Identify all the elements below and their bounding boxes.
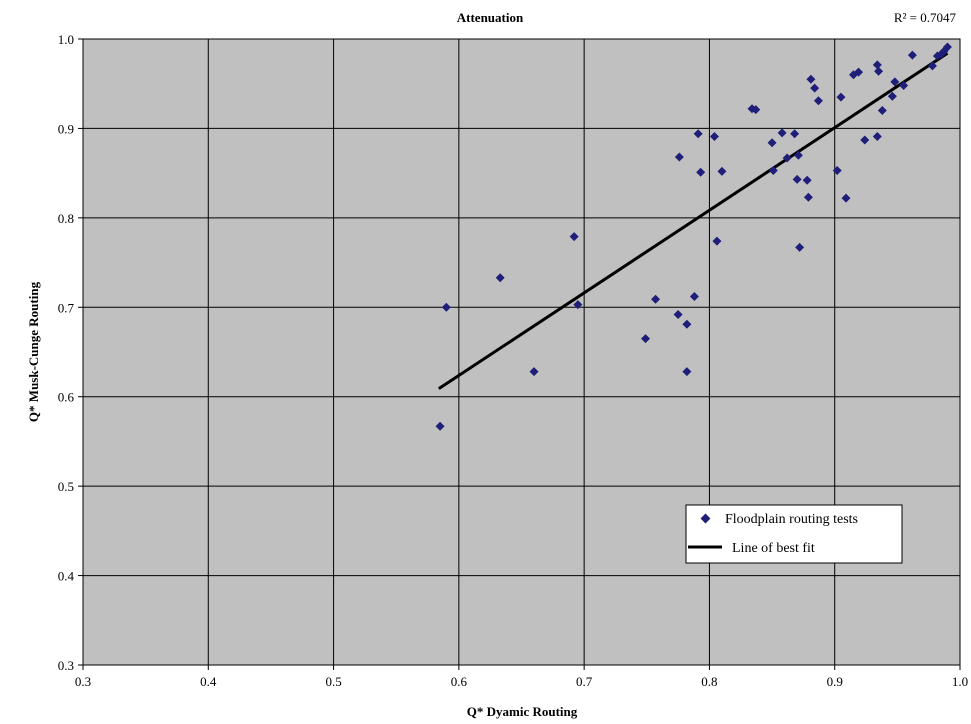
data-point [836,92,846,102]
y-tick-label: 0.4 [58,569,75,584]
legend-box [685,504,903,564]
x-tick-label: 0.4 [200,674,217,689]
data-point [793,150,803,160]
r-squared-label: R² = 0.7047 [894,10,957,25]
data-point [899,81,909,91]
data-point [441,302,451,312]
data-point [651,294,661,304]
x-axis-title: Q* Dyamic Routing [467,704,578,719]
y-tick-label: 0.9 [58,121,74,136]
legend: Floodplain routing tests Line of best fi… [685,504,903,564]
legend-label-floodplain: Floodplain routing tests [725,512,858,527]
data-point [682,367,692,377]
data-point [803,192,813,202]
data-point [877,106,887,116]
legend-marker-diamond [700,513,711,524]
y-tick-label: 0.6 [58,390,75,405]
data-point [777,128,787,138]
data-point [569,232,579,242]
data-point [854,67,864,77]
data-point [860,135,870,145]
fit-line-layer [437,52,949,390]
x-tick-label: 1.0 [952,674,968,689]
data-point [942,42,952,52]
data-point [641,334,651,344]
data-point [872,131,882,141]
data-point [790,129,800,139]
data-point [682,319,692,329]
data-point [717,166,727,176]
x-axis-ticks: 0.3 0.4 0.5 0.6 0.7 0.8 0.9 1.0 [75,665,968,689]
data-point [841,193,851,203]
data-point [890,77,900,87]
y-tick-label: 0.3 [58,658,74,673]
data-point [907,50,917,60]
data-point [495,273,505,283]
data-point [782,153,792,163]
y-tick-label: 1.0 [58,32,74,47]
data-point [751,105,761,115]
data-point [529,367,539,377]
data-point [887,91,897,101]
data-point [792,174,802,184]
data-point [795,242,805,252]
legend-label-best-fit: Line of best fit [732,541,815,556]
data-point [802,175,812,185]
x-tick-label: 0.5 [325,674,341,689]
y-axis-title: Q* Musk-Cunge Routing [26,281,41,422]
data-point [689,292,699,302]
data-point [767,138,777,148]
data-point [806,74,816,84]
data-point [573,300,583,310]
y-tick-label: 0.5 [58,479,74,494]
chart-title: Attenuation [457,10,524,25]
data-point [435,421,445,431]
x-tick-label: 0.6 [451,674,468,689]
data-point [874,66,884,76]
data-point [712,236,722,246]
data-point [810,83,820,93]
y-tick-label: 0.7 [58,300,75,315]
y-tick-label: 0.8 [58,211,74,226]
x-tick-label: 0.9 [827,674,843,689]
data-points-layer [435,42,952,431]
data-point [709,131,719,141]
data-point [927,61,937,71]
data-point [693,129,703,139]
data-point [872,60,882,70]
data-point [832,165,842,175]
data-point [674,152,684,162]
data-point [768,165,778,175]
data-point [813,96,823,106]
y-axis-ticks: 0.3 0.4 0.5 0.6 0.7 0.8 0.9 1.0 [58,32,83,673]
x-tick-label: 0.7 [576,674,593,689]
x-tick-label: 0.8 [701,674,717,689]
plot-frame [82,38,961,666]
best-fit-line [437,52,949,390]
data-point [673,309,683,319]
x-tick-label: 0.3 [75,674,91,689]
data-point [696,167,706,177]
